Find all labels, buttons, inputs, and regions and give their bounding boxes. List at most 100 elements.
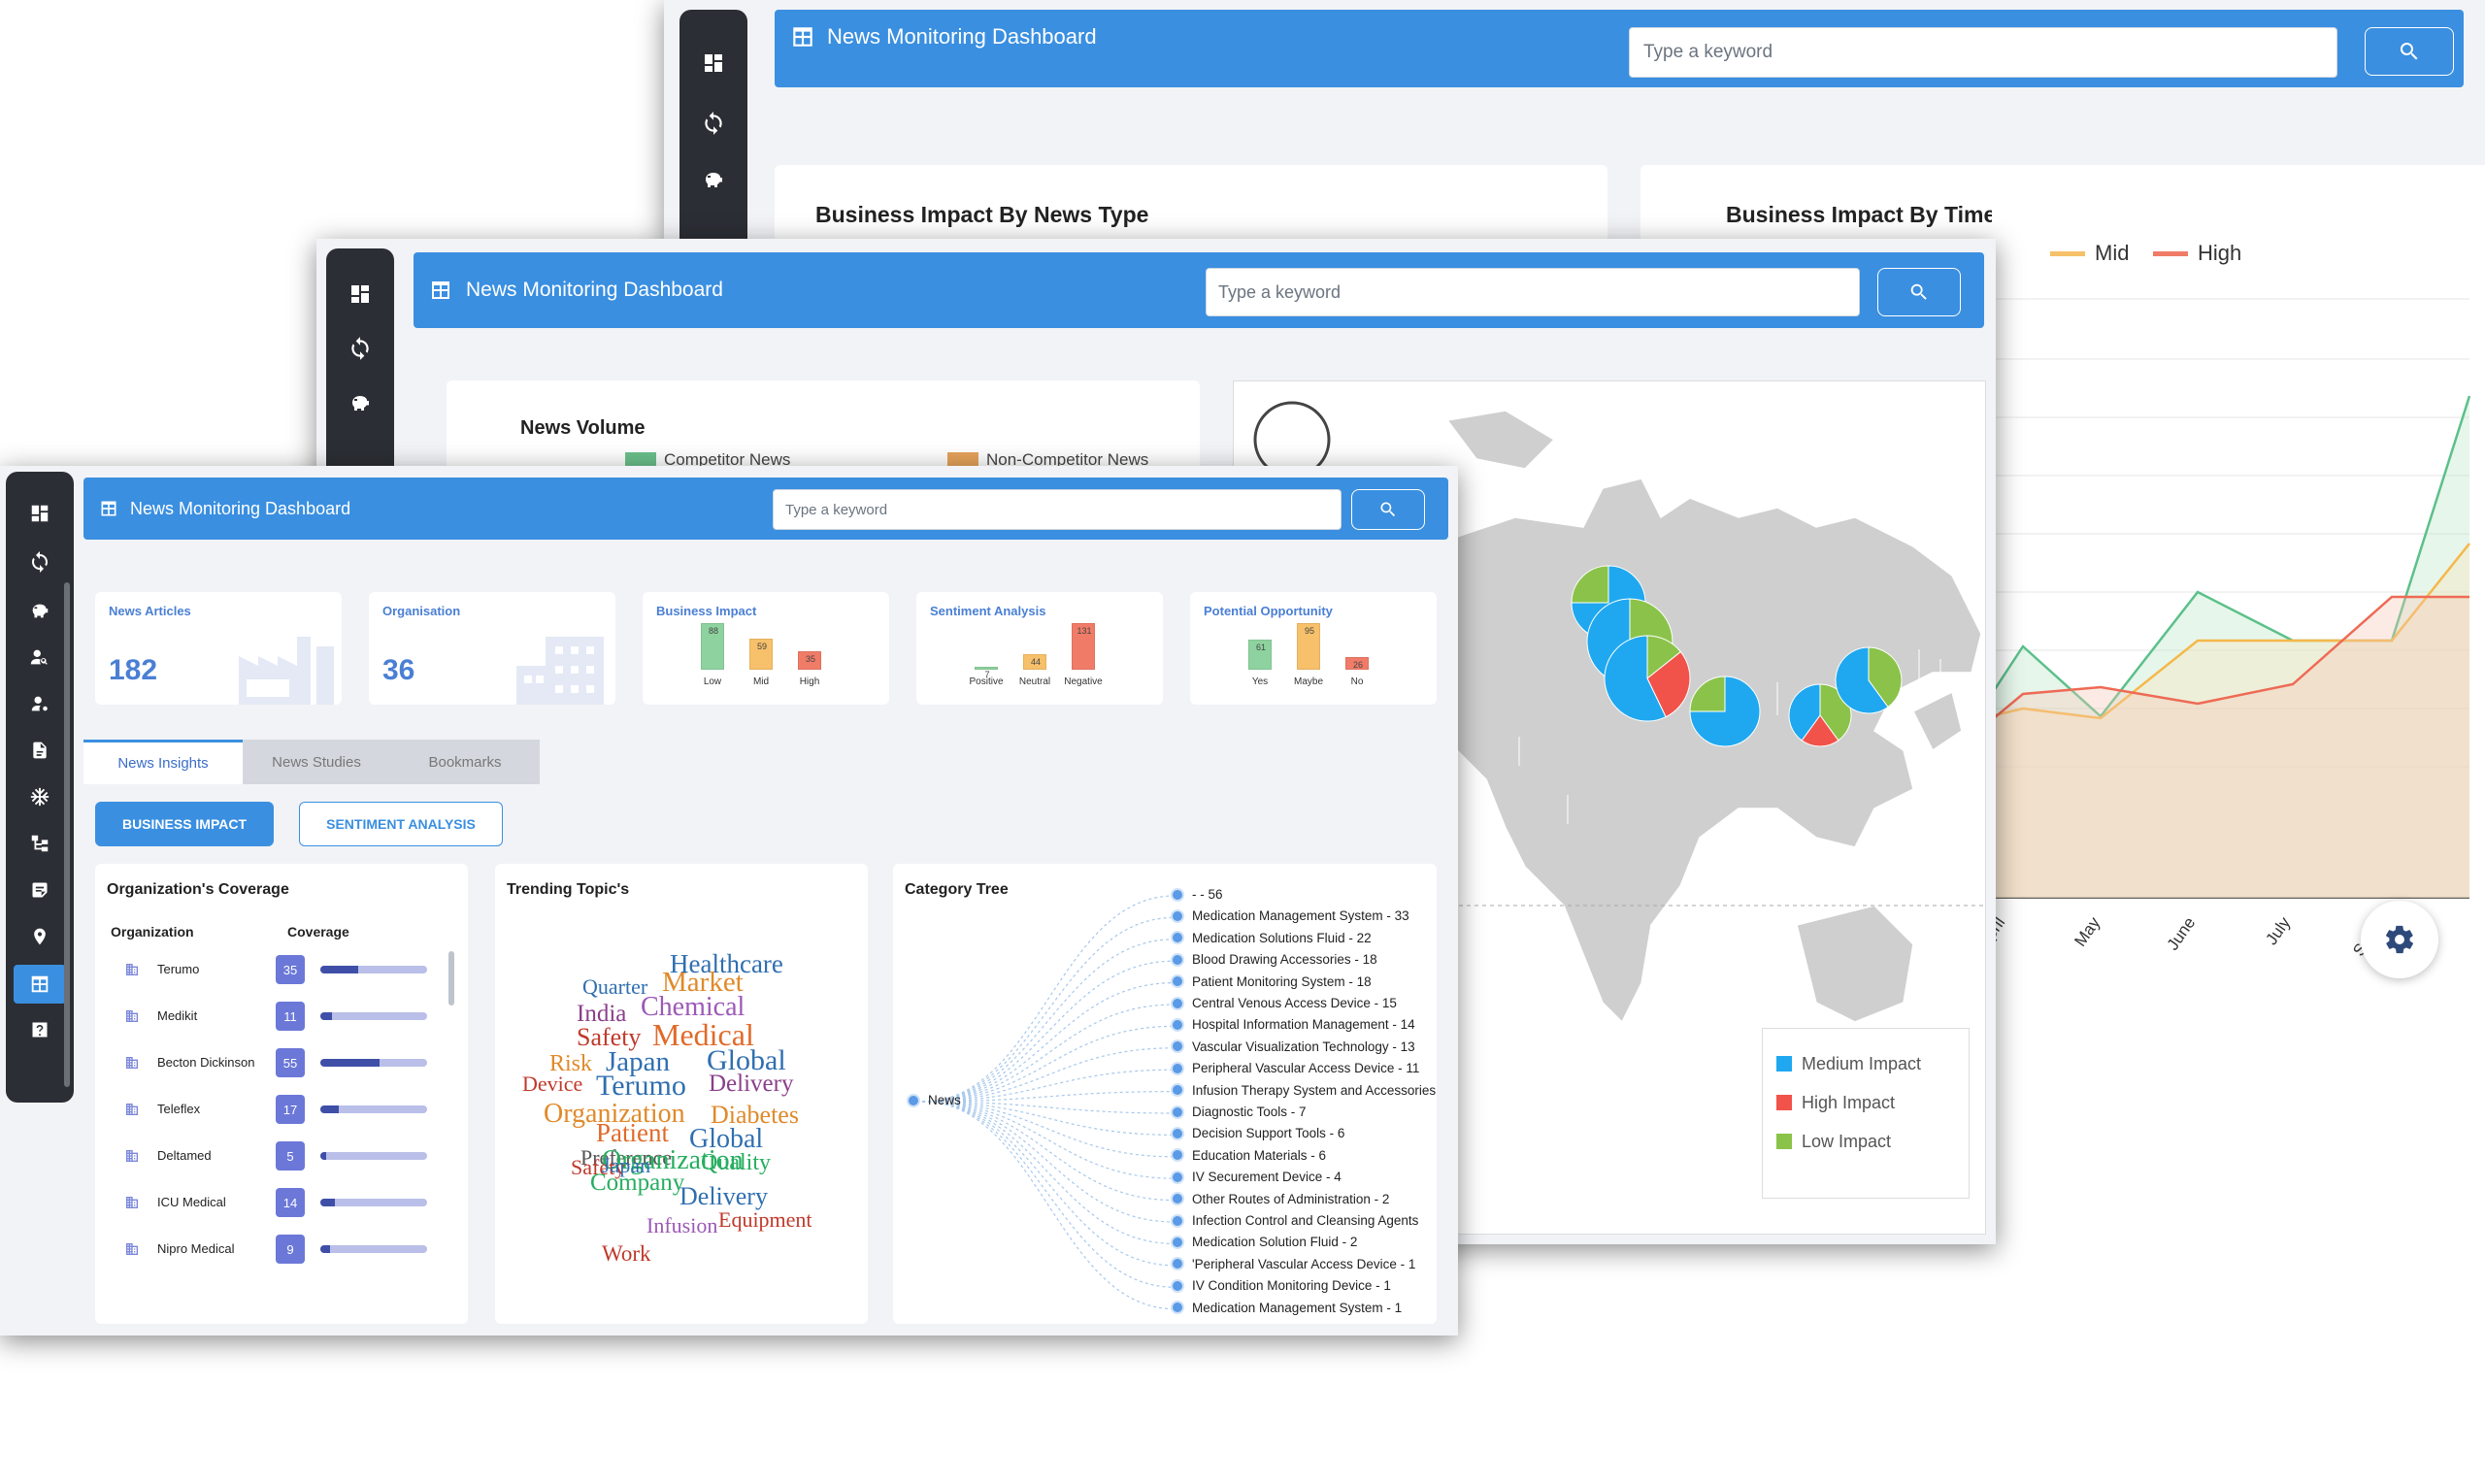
trending-word[interactable]: Japan [606, 1046, 671, 1077]
table-nav-icon[interactable] [14, 965, 66, 1004]
stat-label: Organisation [382, 604, 461, 618]
tree-node[interactable]: Peripheral Vascular Access Device - 11 [1171, 1061, 1419, 1075]
mini-bar: 59 [749, 638, 773, 670]
settings-button[interactable] [2361, 901, 2438, 978]
sidebar-scrollbar[interactable] [64, 582, 70, 1087]
tab-news-insights[interactable]: News Insights [83, 740, 243, 784]
note-icon[interactable] [25, 875, 54, 905]
trending-word[interactable]: Delivery [679, 1182, 768, 1210]
coverage-row[interactable]: Teleflex 17 [95, 1095, 464, 1124]
search-button[interactable] [1877, 268, 1961, 316]
tree-node[interactable]: IV Condition Monitoring Device - 1 [1171, 1278, 1391, 1293]
tree-node-label: Patient Monitoring System - 18 [1192, 973, 1372, 989]
search-button[interactable] [1351, 489, 1425, 530]
trending-word[interactable]: Quality [701, 1150, 771, 1175]
tree-node[interactable]: Medication Management System - 1 [1171, 1301, 1402, 1315]
trending-word[interactable]: Preference [580, 1145, 673, 1170]
trending-word[interactable]: Japan [602, 1153, 651, 1177]
sync-icon[interactable] [346, 334, 375, 363]
trending-word[interactable]: Terumo [596, 1070, 686, 1102]
trending-word[interactable]: Company [590, 1170, 685, 1196]
tree-node[interactable]: Education Materials - 6 [1171, 1148, 1326, 1163]
sentiment-analysis-button[interactable]: SENTIMENT ANALYSIS [299, 802, 503, 846]
tree-node[interactable]: - - 56 [1171, 887, 1223, 902]
trending-word[interactable]: Delivery [709, 1071, 794, 1097]
coverage-org-name: Teleflex [157, 1102, 201, 1116]
piggy-bank-icon[interactable] [25, 596, 54, 625]
coverage-row[interactable]: Nipro Medical 9 [95, 1235, 464, 1264]
tree-node-label: Vascular Visualization Technology - 13 [1192, 1039, 1415, 1054]
piggy-bank-icon[interactable] [699, 165, 728, 194]
tree-node[interactable]: Medication Solution Fluid - 2 [1171, 1235, 1357, 1249]
tree-node[interactable]: Infection Control and Cleansing Agents [1171, 1213, 1418, 1228]
mini-bar-chart: 88 Low 59 Mid 35 High [691, 617, 846, 687]
tree-node[interactable]: IV Securement Device - 4 [1171, 1170, 1342, 1184]
trending-word[interactable]: Risk [549, 1051, 593, 1076]
search-button[interactable] [2365, 27, 2454, 76]
tree-node[interactable]: Patient Monitoring System - 18 [1171, 974, 1372, 989]
low-series-area [1992, 396, 2469, 898]
trending-word[interactable]: Organization [544, 1099, 685, 1129]
trending-word[interactable]: India [577, 1001, 627, 1027]
user-settings-icon[interactable] [25, 689, 54, 718]
help-icon[interactable] [25, 1015, 54, 1044]
trending-word[interactable]: Organization [602, 1145, 744, 1175]
tree-node[interactable]: Medication Solutions Fluid - 22 [1171, 931, 1372, 945]
trending-word[interactable]: Device [522, 1072, 583, 1096]
location-icon[interactable] [25, 922, 54, 951]
business-impact-button[interactable]: BUSINESS IMPACT [95, 802, 274, 846]
coverage-row[interactable]: Terumo 35 [95, 955, 464, 984]
trending-word[interactable]: Medical [652, 1017, 754, 1052]
tree-node[interactable]: Blood Drawing Accessories - 18 [1171, 952, 1377, 967]
tree-node[interactable]: Central Venous Access Device - 15 [1171, 996, 1397, 1010]
tree-node-label: Infection Control and Cleansing Agents [1192, 1213, 1419, 1228]
piggy-bank-icon[interactable] [346, 388, 375, 417]
coverage-row[interactable]: ICU Medical 14 [95, 1188, 464, 1217]
trending-word[interactable]: Equipment [718, 1207, 812, 1232]
tree-root[interactable]: News [907, 1093, 961, 1107]
tab-bookmarks[interactable]: Bookmarks [428, 753, 502, 771]
tree-node[interactable]: Medication Management System - 33 [1171, 908, 1409, 923]
trending-word[interactable]: Diabetes [711, 1101, 799, 1129]
trending-word[interactable]: Infusion [646, 1213, 718, 1237]
dashboard-icon[interactable] [699, 49, 728, 78]
trending-word[interactable]: Chemical [641, 992, 746, 1022]
dashboard-icon[interactable] [25, 499, 54, 528]
trending-word[interactable]: Global [689, 1124, 764, 1154]
tree-node[interactable]: 'Peripheral Vascular Access Device - 1 [1171, 1257, 1415, 1271]
tree-node[interactable]: Decision Support Tools - 6 [1171, 1126, 1344, 1140]
trending-word[interactable]: Quarter [582, 974, 648, 999]
trending-word[interactable]: Patient [596, 1118, 669, 1147]
trending-word[interactable]: Market [662, 967, 744, 998]
tree-node[interactable]: Diagnostic Tools - 7 [1171, 1105, 1307, 1119]
trending-word[interactable]: Safety [577, 1023, 642, 1051]
coverage-row[interactable]: Deltamed 5 [95, 1141, 464, 1171]
dashboard-icon[interactable] [346, 280, 375, 309]
tree-node[interactable]: Vascular Visualization Technology - 13 [1171, 1039, 1415, 1054]
snowflake-icon[interactable] [25, 782, 54, 811]
mini-bar-label: High [799, 676, 820, 687]
coverage-row[interactable]: Medikit 11 [95, 1002, 464, 1031]
document-icon[interactable] [25, 736, 54, 765]
coverage-row[interactable]: Becton Dickinson 55 [95, 1048, 464, 1077]
coverage-bar-fill [320, 1105, 339, 1113]
coverage-scrollbar[interactable] [448, 951, 454, 1006]
tab-news-studies[interactable]: News Studies [272, 753, 361, 771]
search-input[interactable]: Type a keyword [1629, 27, 2337, 78]
tree-node[interactable]: Infusion Therapy System and Accessories [1171, 1083, 1436, 1098]
trending-word[interactable]: Safety [571, 1155, 626, 1179]
sync-icon[interactable] [699, 109, 728, 138]
tree-node[interactable]: Hospital Information Management - 14 [1171, 1017, 1415, 1032]
tree-link [921, 1101, 1176, 1310]
sitemap-icon[interactable] [25, 829, 54, 858]
back-sidebar [679, 10, 747, 243]
tree-node[interactable]: Other Routes of Administration - 2 [1171, 1192, 1389, 1206]
user-search-icon[interactable] [25, 643, 54, 672]
mini-bar: 131 [1072, 623, 1095, 670]
trending-word[interactable]: Work [602, 1241, 651, 1266]
search-input[interactable]: Type a keyword [1206, 268, 1860, 316]
search-input[interactable]: Type a keyword [773, 489, 1342, 530]
trending-word[interactable]: Healthcare [670, 949, 783, 978]
sync-icon[interactable] [25, 547, 54, 577]
trending-word[interactable]: Global [707, 1044, 786, 1076]
